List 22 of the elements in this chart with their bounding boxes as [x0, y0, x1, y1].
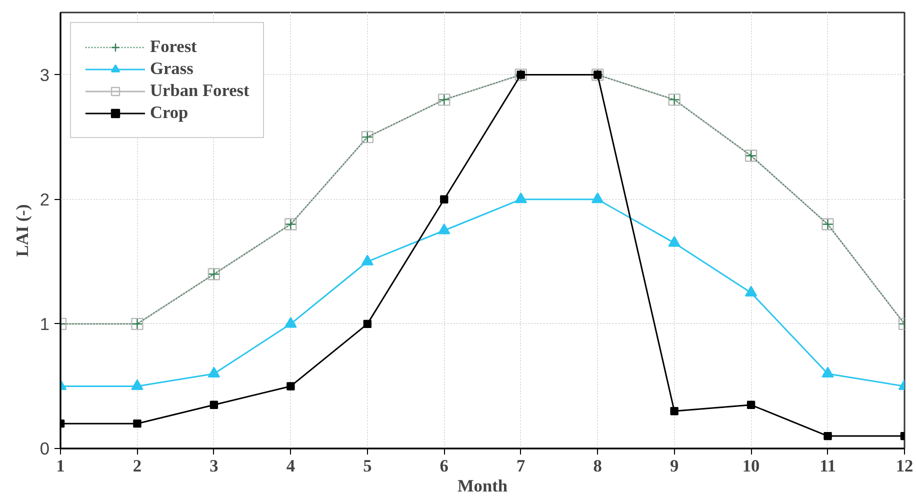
x-tick-label: 10 [742, 456, 760, 476]
y-tick-label: 1 [40, 314, 50, 334]
legend-label: Urban Forest [150, 81, 250, 101]
x-tick-label: 6 [440, 456, 449, 476]
x-tick-label: 1 [56, 456, 65, 476]
x-tick-label: 5 [363, 456, 372, 476]
x-tick-label: 2 [132, 456, 142, 476]
legend-label: Forest [150, 37, 197, 57]
legend-label: Grass [150, 59, 194, 79]
x-tick-label: 4 [286, 456, 296, 476]
x-tick-label: 11 [820, 456, 836, 476]
y-tick-label: 2 [40, 189, 50, 210]
x-tick-label: 3 [210, 456, 219, 476]
x-tick-label: 8 [593, 456, 602, 476]
y-axis-title: LAI (-) [12, 204, 32, 257]
x-tick-label: 12 [896, 456, 914, 476]
legend-label: Crop [150, 103, 188, 123]
y-tick-label: 0 [40, 438, 50, 458]
x-tick-label: 9 [670, 456, 679, 476]
x-tick-label: 7 [516, 456, 526, 476]
y-tick-label: 3 [40, 64, 50, 85]
x-axis-title: Month [457, 476, 508, 496]
